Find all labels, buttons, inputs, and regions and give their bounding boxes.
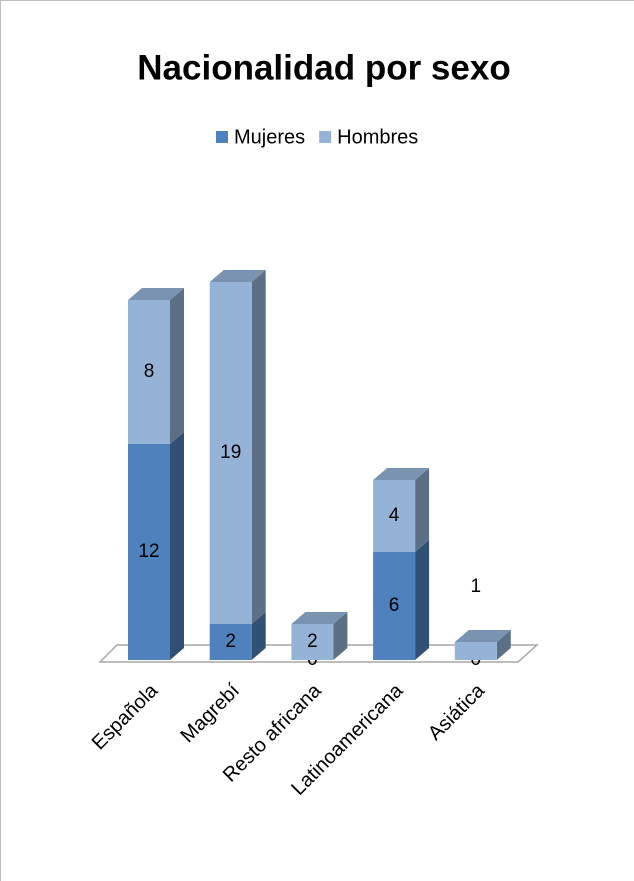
bar [373, 552, 416, 660]
bar-side [415, 468, 430, 552]
data-label: 8 [144, 361, 155, 382]
bar-top [128, 288, 184, 300]
bar [128, 300, 170, 444]
chart-title: Nacionalidad por sexo [137, 48, 510, 87]
bar-side [251, 612, 266, 660]
bar-side [170, 432, 184, 660]
bar-top [291, 612, 348, 624]
data-label: 6 [389, 595, 400, 616]
data-label: 2 [225, 631, 236, 652]
bar-top [454, 630, 511, 642]
bar-top [373, 468, 430, 480]
legend-label: Hombres [337, 126, 418, 148]
bar-side [333, 612, 348, 660]
bar [209, 624, 252, 660]
bar-side [170, 288, 184, 444]
bar [209, 282, 252, 624]
bar-top [209, 270, 266, 282]
legend-swatch [319, 131, 332, 143]
legend-label: Mujeres [234, 126, 305, 148]
data-label: 19 [220, 442, 241, 463]
bar [291, 624, 334, 660]
data-label: 1 [471, 576, 482, 597]
bar-side [415, 540, 430, 660]
bar-side [496, 630, 511, 660]
data-label: 2 [307, 631, 318, 652]
bar-side [251, 270, 266, 624]
data-label: 12 [138, 541, 159, 562]
bar [373, 480, 416, 552]
data-label: 4 [389, 505, 400, 526]
bar [454, 642, 497, 660]
legend-swatch [216, 131, 228, 143]
bar [128, 444, 170, 660]
